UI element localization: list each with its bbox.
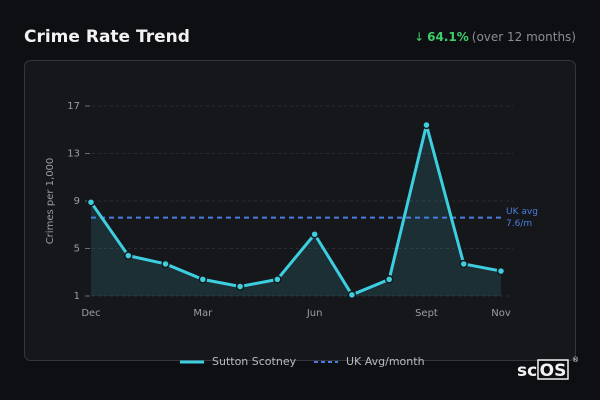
watermark-box [537,359,569,380]
y-tick-label: 13 [67,149,80,160]
change-note: (over 12 months) [472,30,576,44]
point [273,275,282,284]
x-tick-label: Jun [306,308,323,319]
line [89,123,502,297]
y-tick-label: 9 [74,196,80,207]
x-tick-label: Sept [415,308,438,319]
y-axis-label: Crimes per 1,000 [45,158,56,245]
title: Crime Rate Trend [24,27,190,47]
point [310,230,319,239]
watermark-mark: ® [572,356,579,364]
point [422,120,431,130]
watermark-boxed: OS [540,361,567,381]
y-tick-label: 17 [67,101,80,112]
area [91,125,501,296]
legend-label[interactable]: Sutton Scotney [212,355,297,368]
x-tick-label: Dec [81,308,100,319]
point [459,259,468,269]
point [124,251,133,260]
x-tick-label: Nov [491,308,511,319]
point [235,282,245,291]
y-tick-label: 5 [74,244,80,255]
card [24,60,576,361]
point [347,290,357,300]
point [496,266,506,276]
point [161,259,170,269]
legend-label[interactable]: UK Avg/month [346,355,425,368]
point [384,275,394,284]
reference-value-label: 7.6/m [506,219,532,229]
watermark-prefix: sc [517,361,537,381]
x-tick-label: Mar [193,308,213,319]
point [198,275,208,284]
y-tick-label: 1 [74,291,80,302]
change: ↓ 64.1% (over 12 months) [414,30,576,44]
change-value: 64.1% [427,30,469,44]
change-arrow: ↓ [414,30,424,44]
reference-label: UK avg [506,207,538,217]
point [86,197,96,207]
